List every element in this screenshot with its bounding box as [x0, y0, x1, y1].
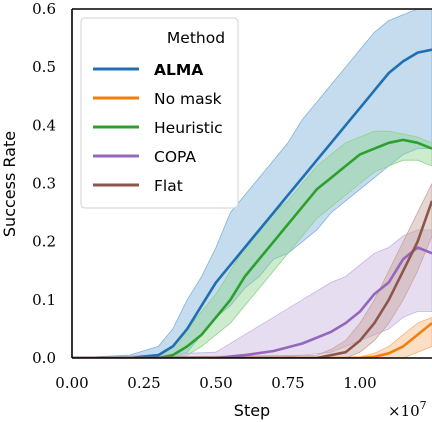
- legend-entry-no-mask: No mask: [93, 90, 222, 108]
- band-no-mask: [72, 316, 432, 358]
- y-tick-label: 0.6: [32, 0, 56, 18]
- y-tick-label: 0.2: [32, 233, 56, 251]
- y-tick-label: 0.1: [32, 291, 56, 309]
- x-tick-label: 1.00: [343, 374, 376, 392]
- tick-labels: 0.00 0.25 0.50 0.75 1.00 0.0 0.1 0.2 0.3 0.4 0.5 0.…: [32, 0, 377, 392]
- series-lines: [72, 48, 432, 358]
- legend-entry-flat: Flat: [93, 177, 183, 195]
- x-axis-multiplier: ×107: [388, 399, 427, 420]
- line-no-mask: [72, 322, 432, 358]
- legend-entry-heuristic: Heuristic: [93, 119, 223, 137]
- band-alma: [72, 9, 432, 358]
- legend-label-heuristic: Heuristic: [154, 119, 223, 137]
- legend-title: Method: [167, 29, 225, 47]
- y-tick-label: 0.4: [32, 116, 56, 134]
- legend-label-alma: ALMA: [154, 61, 203, 79]
- legend-frame: [80, 17, 239, 209]
- y-tick-label: 0.0: [32, 349, 56, 367]
- legend-label-copa: COPA: [154, 148, 196, 166]
- x-tick-label: 0.25: [127, 374, 160, 392]
- y-tick-label: 0.3: [32, 175, 56, 193]
- legend-label-no-mask: No mask: [154, 90, 222, 108]
- x-axis-label: Step: [234, 401, 270, 420]
- legend-entry-alma: ALMA: [93, 61, 203, 79]
- legend-entry-copa: COPA: [93, 148, 196, 166]
- line-alma: [72, 48, 432, 358]
- y-tick-label: 0.5: [32, 58, 56, 76]
- x-tick-label: 0.00: [55, 374, 88, 392]
- axes: [71, 8, 432, 359]
- line-copa: [72, 246, 432, 358]
- legend: Method ALMA No mask Heuristic COPA Flat: [80, 17, 239, 209]
- legend-label-flat: Flat: [154, 177, 183, 195]
- y-axis-label: Success Rate: [0, 131, 19, 237]
- x-multiplier-base: ×10: [388, 402, 420, 420]
- x-multiplier-exponent: 7: [420, 399, 427, 412]
- line-flat: [72, 200, 432, 358]
- x-tick-label: 0.50: [199, 374, 232, 392]
- x-tick-label: 0.75: [271, 374, 304, 392]
- line-heuristic: [72, 138, 432, 358]
